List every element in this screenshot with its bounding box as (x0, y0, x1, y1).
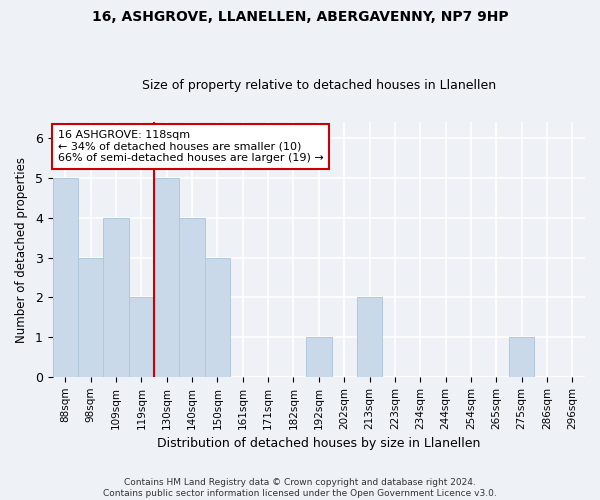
Bar (154, 178, 179, 377)
Bar (306, 337, 332, 377)
Bar (509, 337, 535, 377)
Bar (357, 298, 382, 377)
Bar (78, 258, 103, 377)
Text: 16 ASHGROVE: 118sqm
← 34% of detached houses are smaller (10)
66% of semi-detach: 16 ASHGROVE: 118sqm ← 34% of detached ho… (58, 130, 324, 163)
X-axis label: Distribution of detached houses by size in Llanellen: Distribution of detached houses by size … (157, 437, 481, 450)
Bar (53, 178, 78, 377)
Bar (103, 218, 129, 377)
Bar (129, 298, 154, 377)
Title: Size of property relative to detached houses in Llanellen: Size of property relative to detached ho… (142, 79, 496, 92)
Bar (179, 218, 205, 377)
Y-axis label: Number of detached properties: Number of detached properties (15, 156, 28, 342)
Text: Contains HM Land Registry data © Crown copyright and database right 2024.
Contai: Contains HM Land Registry data © Crown c… (103, 478, 497, 498)
Text: 16, ASHGROVE, LLANELLEN, ABERGAVENNY, NP7 9HP: 16, ASHGROVE, LLANELLEN, ABERGAVENNY, NP… (92, 10, 508, 24)
Bar (205, 258, 230, 377)
